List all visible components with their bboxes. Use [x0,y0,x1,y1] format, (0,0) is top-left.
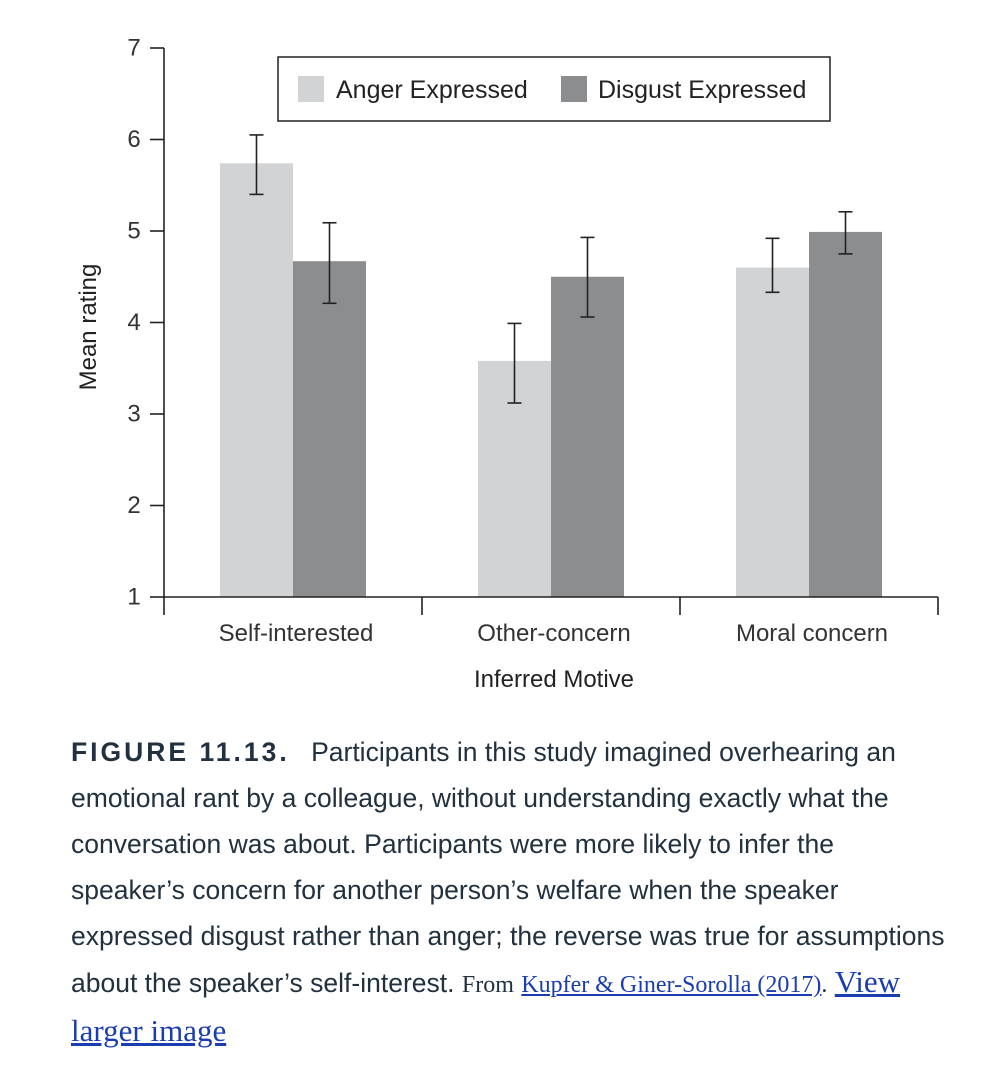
x-tick-label-moral-concern: Moral concern [736,620,888,647]
bars-layer [220,163,882,598]
source-citation-link[interactable]: Kupfer & Giner-Sorolla (2017) [521,972,822,998]
error-bar-anger-moral-concern [765,237,780,294]
legend-label-anger: Anger Expressed [336,76,528,104]
error-bar-disgust-self-interested [322,221,337,305]
figure-caption: FIGURE 11.13. Participants in this study… [71,729,951,1055]
x-axis-title: Inferred Motive [474,666,634,693]
y-tick-label-6: 6 [127,126,140,153]
error-bar-anger-other-concern [507,322,522,404]
bar-disgust-moral-concern [809,231,882,598]
view-larger-image-link[interactable]: View larger image [71,964,901,1048]
axes-layer: 1 2 3 4 5 6 7 Self-interested Other-concern Moral… [127,35,939,647]
y-tick-label-4: 4 [127,309,140,336]
y-tick-label-2: 2 [127,492,140,519]
y-tick-label-3: 3 [127,401,140,428]
legend-swatch-anger [298,76,324,102]
bar-disgust-other-concern [551,276,624,597]
legend: Anger Expressed Disgust Expressed [277,56,831,122]
source-suffix: . [821,972,828,998]
bar-anger-self-interested [220,163,293,598]
legend-label-disgust: Disgust Expressed [598,76,806,104]
error-bars-layer [249,134,853,404]
bar-anger-moral-concern [736,267,809,597]
error-bar-anger-self-interested [249,134,264,196]
error-bar-disgust-moral-concern [838,210,853,255]
y-tick-label-5: 5 [127,218,140,245]
figure-label: FIGURE 11.13. [71,737,290,767]
legend-swatch-disgust [561,76,587,102]
source-prefix: From [461,972,514,998]
bar-chart: 1 2 3 4 5 6 7 Self-interested Other-concern Moral… [75,35,939,693]
error-bar-disgust-other-concern [580,236,595,318]
x-tick-label-self-interested: Self-interested [219,620,374,647]
caption-text: Participants in this study imagined over… [71,737,945,998]
y-axis-title: Mean rating [75,264,102,391]
y-tick-label-1: 1 [127,584,140,611]
x-tick-label-other-concern: Other-concern [477,620,630,647]
bar-disgust-self-interested [293,261,366,597]
y-tick-label-7: 7 [127,35,140,62]
legend-frame [277,56,831,122]
